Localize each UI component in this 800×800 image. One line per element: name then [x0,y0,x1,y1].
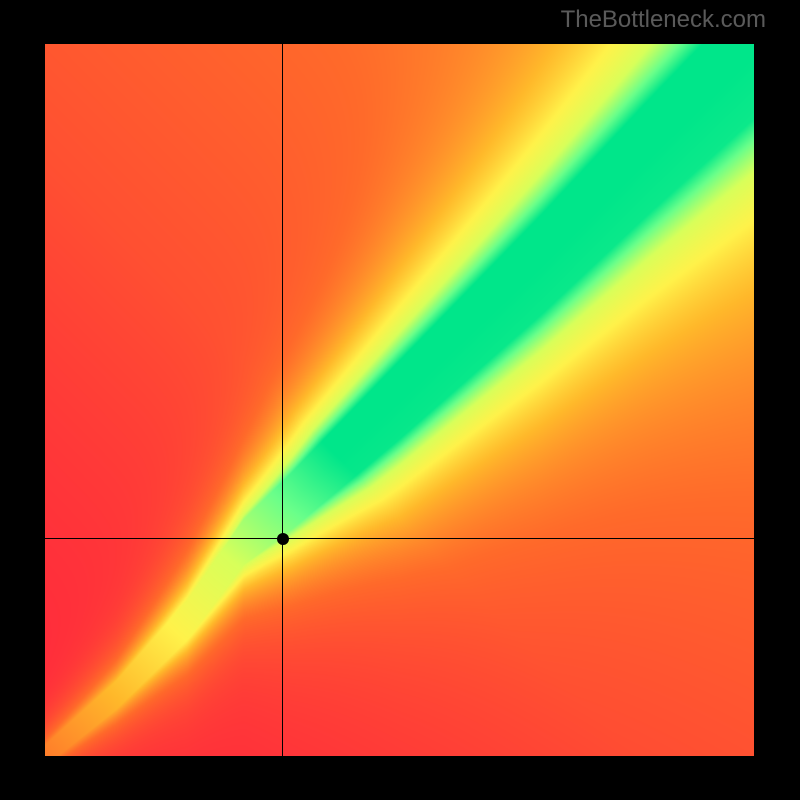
crosshair-horizontal [45,538,754,539]
crosshair-vertical [282,44,283,756]
crosshair-marker [277,533,289,545]
figure-container: TheBottleneck.com [0,0,800,800]
watermark-text: TheBottleneck.com [561,6,766,34]
bottleneck-heatmap-canvas [45,44,754,756]
